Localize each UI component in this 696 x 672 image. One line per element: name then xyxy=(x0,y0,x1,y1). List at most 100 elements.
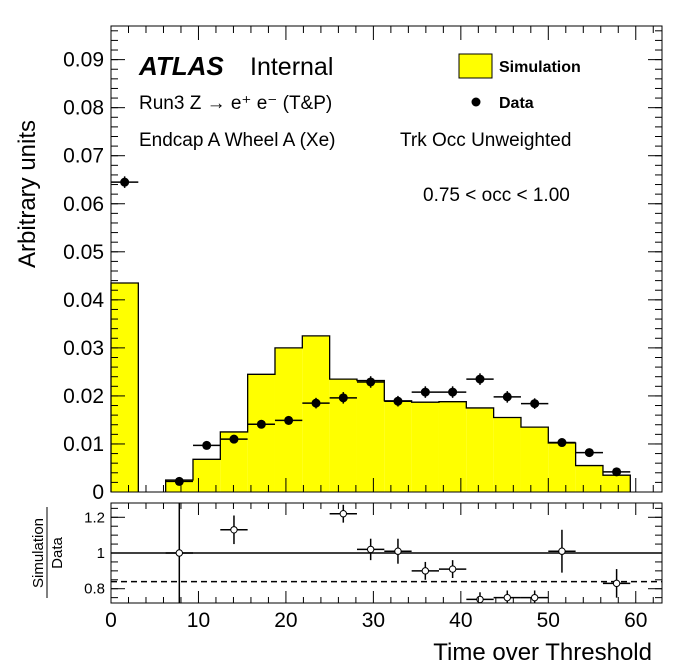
x-tick-label-2: 20 xyxy=(274,609,297,632)
data-point-3 xyxy=(220,434,248,444)
data-point-8 xyxy=(357,376,385,388)
info-line-4: 0.75 < occ < 1.00 xyxy=(423,185,570,206)
ratio-marker-6 xyxy=(448,565,457,573)
legend-data-marker xyxy=(471,97,481,107)
ratio-point-6 xyxy=(438,560,467,578)
data-marker-14 xyxy=(530,399,540,409)
simulation-bin-9 xyxy=(384,400,412,492)
data-marker-10 xyxy=(420,387,430,397)
data-point-1 xyxy=(165,476,193,486)
ratio-ylabel-denominator: Data xyxy=(49,537,66,569)
ratio-marker-0 xyxy=(175,549,184,557)
y-tick-label-1: 0.01 xyxy=(63,433,104,456)
ratio-marker-4 xyxy=(394,547,402,555)
data-point-9 xyxy=(384,395,412,407)
simulation-bin-6 xyxy=(302,335,330,492)
ratio-y-tick-label-1: 1 xyxy=(97,545,105,562)
x-tick-label-0: 0 xyxy=(105,609,117,632)
y-tick-label-5: 0.05 xyxy=(63,241,104,264)
data-point-2 xyxy=(193,440,221,450)
data-point-15 xyxy=(548,438,576,448)
ratio-point-4 xyxy=(384,538,412,564)
data-marker-1 xyxy=(174,476,184,486)
ratio-panel: 0.8 1 1.2 0 10 20 30 40 50 60 Simulation Data Tim… xyxy=(30,502,663,666)
ratio-y-tick-label-2: 1.2 xyxy=(84,509,105,526)
data-marker-11 xyxy=(448,387,458,397)
data-marker-3 xyxy=(229,434,239,444)
data-marker-8 xyxy=(366,377,376,387)
info-line-3: Trk Occ Unweighted xyxy=(400,130,571,151)
ratio-ylabel-numerator: Simulation xyxy=(30,518,47,588)
ratio-marker-7 xyxy=(476,595,484,604)
internal-label: Internal xyxy=(250,53,333,81)
data-marker-9 xyxy=(393,396,403,406)
ratio-y-axis-label: Simulation Data xyxy=(30,507,66,598)
data-marker-17 xyxy=(612,467,622,477)
legend-simulation-label: Simulation xyxy=(499,59,581,76)
ratio-marker-3 xyxy=(366,545,375,554)
y-tick-label-9: 0.09 xyxy=(63,49,104,72)
data-marker-7 xyxy=(338,393,348,403)
data-marker-15 xyxy=(557,438,567,448)
x-tick-label-4: 40 xyxy=(449,609,472,632)
legend: Simulation Data xyxy=(458,53,581,112)
ratio-point-7 xyxy=(466,592,494,604)
ratio-point-10 xyxy=(548,529,576,573)
ratio-marker-2 xyxy=(339,510,347,518)
simulation-bin-0 xyxy=(111,283,139,492)
data-point-13 xyxy=(493,391,521,403)
ratio-marker-10 xyxy=(558,547,566,555)
ratio-point-2 xyxy=(329,504,357,523)
ratio-marker-1 xyxy=(230,526,238,534)
data-point-7 xyxy=(329,392,357,404)
simulation-bin-17 xyxy=(602,475,631,492)
data-point-10 xyxy=(411,386,439,398)
ratio-marker-5 xyxy=(421,567,430,575)
data-marker-6 xyxy=(311,398,321,408)
data-point-12 xyxy=(466,373,494,385)
data-point-6 xyxy=(302,397,330,409)
x-axis-label: Time over Threshold xyxy=(433,639,652,666)
atlas-label: ATLAS xyxy=(138,51,224,81)
data-point-4 xyxy=(247,419,276,429)
y-tick-label-6: 0.06 xyxy=(63,193,104,216)
x-tick-label-6: 60 xyxy=(624,609,647,632)
simulation-bin-12 xyxy=(466,407,494,492)
data-marker-12 xyxy=(475,374,485,384)
y-tick-label-2: 0.02 xyxy=(63,385,104,408)
ratio-point-3 xyxy=(357,538,385,561)
simulation-bin-8 xyxy=(356,380,385,492)
ratio-point-9 xyxy=(520,590,549,603)
simulation-bin-10 xyxy=(411,402,439,492)
x-tick-label-5: 50 xyxy=(537,609,560,632)
data-marker-5 xyxy=(284,415,294,425)
data-marker-0 xyxy=(120,177,130,187)
data-marker-2 xyxy=(202,440,212,450)
data-point-17 xyxy=(602,467,631,477)
main-panel: 0 0.01 0.02 0.03 0.04 0.05 0.06 0.07 0.08 0.09 AT… xyxy=(14,25,663,504)
x-tick-label-3: 30 xyxy=(362,609,385,632)
ratio-reference-lines xyxy=(111,552,662,583)
main-axis-ticks: 0 0.01 0.02 0.03 0.04 0.05 0.06 0.07 0.08 0.09 xyxy=(63,26,662,504)
y-tick-label-8: 0.08 xyxy=(63,97,104,120)
info-line-1: Run3 Z → e⁺ e⁻ (T&P) xyxy=(139,93,332,114)
ratio-marker-8 xyxy=(503,593,511,602)
info-line-2: Endcap A Wheel A (Xe) xyxy=(139,130,335,151)
data-point-5 xyxy=(274,415,303,425)
ratio-point-8 xyxy=(493,590,521,603)
ratio-axis-ticks: 0.8 1 1.2 0 10 20 30 40 50 60 xyxy=(84,503,662,632)
x-tick-label-1: 10 xyxy=(187,609,210,632)
main-plot-frame xyxy=(110,25,663,493)
data-point-11 xyxy=(438,386,467,398)
data-point-0 xyxy=(110,176,139,188)
ratio-point-11 xyxy=(602,569,631,598)
simulation-bin-13 xyxy=(493,417,521,492)
data-marker-16 xyxy=(584,448,594,458)
simulation-bin-15 xyxy=(548,442,576,492)
y-tick-label-4: 0.04 xyxy=(63,289,104,312)
y-tick-label-0: 0 xyxy=(92,481,104,504)
ratio-point-5 xyxy=(411,561,439,580)
data-points xyxy=(110,176,631,486)
simulation-bin-4 xyxy=(247,374,275,492)
